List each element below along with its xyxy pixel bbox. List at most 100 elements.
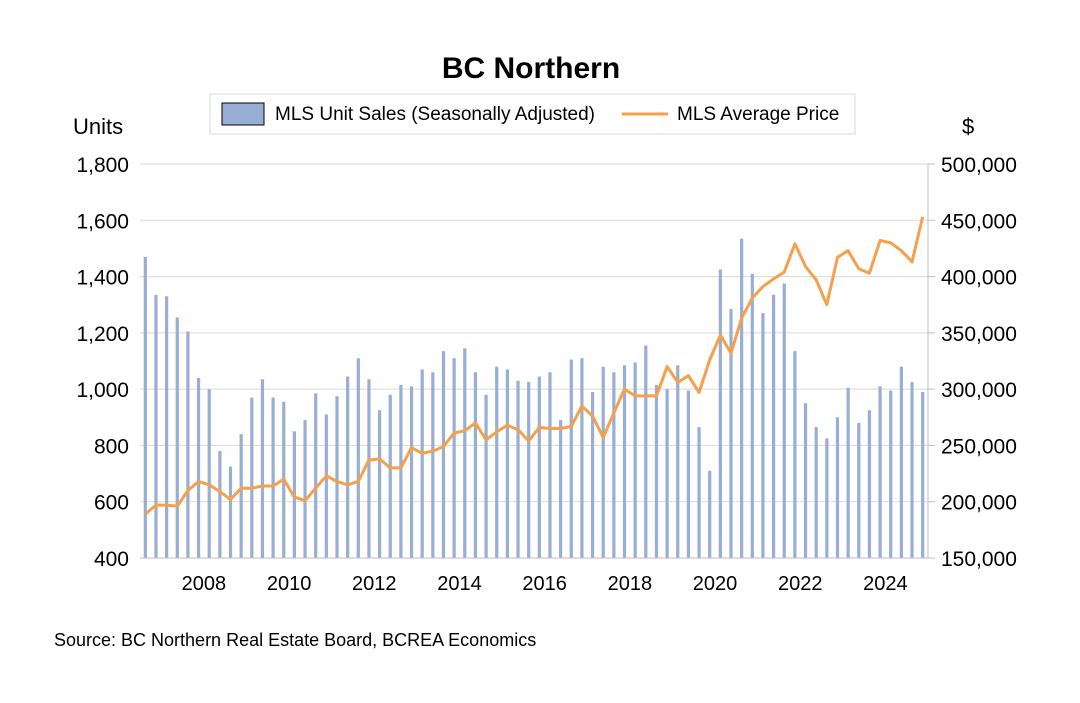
right-tick-label: 350,000 [941,323,1017,346]
average-price-line [144,216,925,516]
x-tick-label: 2016 [522,573,567,595]
unit-sales-bar [921,391,925,558]
unit-sales-bar [377,410,382,558]
unit-sales-bar [228,466,233,558]
x-tick-label: 2012 [352,573,397,595]
unit-sales-bar [431,372,435,558]
unit-sales-bar [782,283,786,558]
unit-sales-bar [441,351,446,558]
legend: MLS Unit Sales (Seasonally Adjusted) MLS… [209,93,856,135]
unit-sales-bar [495,366,499,558]
unit-sales-bar [250,397,254,558]
unit-sales-bar [271,397,275,558]
right-tick-label: 150,000 [941,548,1017,571]
right-tick-label: 400,000 [941,267,1017,290]
unit-sales-bar [750,273,754,558]
unit-sales-bars [143,238,925,559]
legend-label-unit-sales: MLS Unit Sales (Seasonally Adjusted) [275,104,595,125]
unit-sales-bar [889,390,893,558]
unit-sales-bar [580,358,584,558]
unit-sales-bar [165,296,169,558]
unit-sales-bar [324,414,328,558]
unit-sales-bar [559,420,563,558]
unit-sales-bar [143,256,147,558]
left-tick-label: 800 [94,435,129,458]
unit-sales-bar [516,380,520,558]
unit-sales-bar [665,389,669,558]
unit-sales-bar [590,391,595,558]
unit-sales-bar [846,387,850,558]
unit-sales-bar [601,366,605,558]
right-tick-label: 300,000 [941,379,1017,402]
unit-sales-bar [346,376,350,558]
unit-sales-bar [612,372,616,558]
unit-sales-bar [303,420,307,558]
unit-sales-bar [548,372,552,558]
unit-sales-bar [537,376,541,558]
left-tick-label: 1,400 [76,267,129,290]
right-axis-ticks: 150,000 200,000 250,000 300,000 350,000 400,0… [928,154,1017,571]
unit-sales-bar [186,331,190,558]
unit-sales-bar [463,348,467,558]
right-tick-label: 250,000 [941,435,1017,458]
unit-sales-bar [729,308,733,558]
unit-sales-bar [803,403,808,558]
unit-sales-bar [175,317,179,558]
unit-sales-bar [527,382,531,558]
unit-sales-bar [867,410,872,558]
unit-sales-bar [409,386,414,558]
unit-sales-bar [207,389,211,558]
unit-sales-bar [196,377,201,558]
unit-sales-bar [676,365,680,558]
unit-sales-bar [878,386,882,558]
unit-sales-bar [314,393,318,558]
unit-sales-bar [899,366,903,558]
unit-sales-bar [569,359,573,558]
unit-sales-bar [910,382,914,558]
left-tick-label: 1,200 [76,323,129,346]
unit-sales-bar [505,369,509,558]
left-tick-label: 1,000 [76,379,129,402]
unit-sales-bar [814,427,818,558]
legend-label-average-price: MLS Average Price [677,104,839,125]
left-tick-label: 600 [94,492,129,515]
unit-sales-bar [718,269,722,558]
gridlines [140,163,928,559]
left-axis-ticks: 400 600 800 1,000 1,200 1,400 1,600 1,800 [76,154,129,571]
unit-sales-bar [771,294,776,558]
unit-sales-bar [388,394,392,558]
x-tick-label: 2010 [267,573,312,595]
unit-sales-bar [686,390,691,558]
unit-sales-bar [654,384,659,558]
unit-sales-bar [473,372,478,558]
x-tick-label: 2008 [182,573,227,595]
x-tick-label: 2018 [608,573,653,595]
x-axis: 2008 2010 2012 2014 2016 2018 2020 2022 2024 [140,164,929,595]
unit-sales-bar [239,434,243,558]
unit-sales-bar [356,358,360,558]
x-tick-label: 2014 [437,573,482,595]
unit-sales-bar [644,345,648,558]
unit-sales-bar [399,384,403,558]
unit-sales-bar [484,394,488,558]
legend-bar-swatch [221,102,265,126]
average-price-series [144,216,925,516]
unit-sales-bar [218,451,222,558]
right-tick-label: 500,000 [941,154,1017,177]
unit-sales-bar [761,313,765,558]
right-tick-label: 200,000 [941,492,1017,515]
chart-title: BC Northern [442,52,620,85]
unit-sales-bar [857,422,861,558]
unit-sales-bar [835,417,840,558]
unit-sales-bar [260,379,265,558]
unit-sales-bar [740,238,744,559]
left-axis-label: Units [73,114,123,139]
legend-frame [209,93,856,135]
unit-sales-bar [154,294,158,558]
unit-sales-bar [452,358,456,558]
unit-sales-bar [708,470,712,558]
unit-sales-bar [335,396,339,558]
unit-sales-bar [697,427,701,558]
unit-sales-bar [367,379,371,558]
